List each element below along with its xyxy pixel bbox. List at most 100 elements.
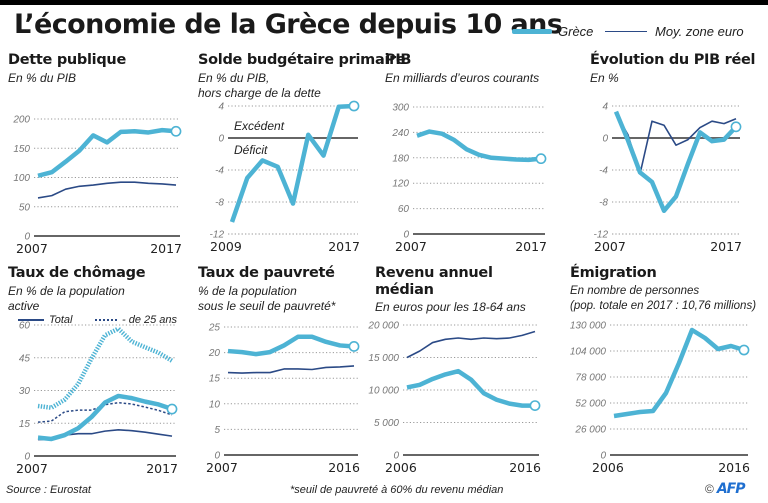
y-tick-label: 0 bbox=[600, 451, 606, 462]
y-tick-label: 78 000 bbox=[575, 373, 606, 384]
sublegend-under25: - de 25 ans bbox=[95, 314, 177, 326]
y-tick-label: 60 bbox=[398, 204, 410, 215]
chart-svg: 0 5 000 10 000 15 000 20 000 2006 2016 bbox=[367, 321, 541, 476]
chart-subtitle: En % bbox=[590, 71, 619, 85]
chart-title: Émigration bbox=[570, 265, 657, 281]
series-line-gr-ce bbox=[227, 334, 355, 357]
end-marker bbox=[529, 400, 541, 411]
chart-svg: 0 5 10 15 20 25 2007 2016 bbox=[206, 323, 360, 476]
x-tick-label: 2006 bbox=[385, 460, 417, 475]
y-tick-label: 104 000 bbox=[570, 347, 607, 358]
copyright-icon: © bbox=[705, 482, 714, 496]
series-line-moy-zone-euro bbox=[406, 330, 536, 359]
y-tick-label: 50 bbox=[19, 202, 31, 213]
end-marker bbox=[348, 100, 360, 112]
series-line-gr-ce bbox=[37, 127, 177, 178]
y-tick-label: 4 bbox=[218, 102, 224, 113]
chart-title: Taux de pauvreté bbox=[198, 265, 335, 281]
chart-title: Taux de chômage bbox=[8, 265, 146, 281]
chart-svg: 0 60 120 180 240 300 2007 2017 bbox=[391, 103, 547, 255]
end-marker bbox=[738, 344, 750, 356]
chart-solde-budgetaire: Solde budgétaire primaire En % du PIB, h… bbox=[198, 52, 406, 257]
x-tick-label: 2017 bbox=[150, 241, 182, 256]
series-line-moy-zone-euro bbox=[37, 181, 177, 199]
series-line-moy-zone-euro bbox=[615, 113, 737, 175]
series-line-gr-ce-de-25-ans bbox=[37, 326, 174, 410]
end-marker bbox=[348, 341, 360, 352]
legend-item-euro: Moy. zone euro bbox=[605, 24, 744, 39]
y-tick-label: -4 bbox=[215, 166, 224, 177]
chart-chomage: Taux de chômage En % de la population ac… bbox=[8, 265, 193, 480]
y-tick-label: 130 000 bbox=[570, 321, 607, 332]
series-line-gr-ce bbox=[613, 327, 745, 419]
end-marker bbox=[730, 121, 742, 133]
x-tick-label: 2009 bbox=[210, 239, 242, 254]
series-line-gr-ce bbox=[406, 368, 535, 408]
end-marker bbox=[535, 153, 547, 165]
chart-svg: 0 50 100 150 200 2007 2017 bbox=[12, 115, 182, 257]
y-tick-label: 15 bbox=[209, 374, 221, 385]
chart-subtitle: En milliards d’euros courants bbox=[385, 71, 540, 85]
end-marker bbox=[166, 403, 178, 415]
page-title: L’économie de la Grèce depuis 10 ans bbox=[14, 9, 563, 40]
afp-logo: AFP bbox=[716, 481, 746, 497]
legend-swatch-greece bbox=[512, 29, 552, 34]
annotation-excedent: Excédent bbox=[234, 119, 285, 133]
chart-subtitle: En % du PIB bbox=[8, 71, 77, 85]
y-tick-label: -12 bbox=[210, 230, 225, 241]
y-tick-label: -12 bbox=[594, 230, 609, 241]
sublegend-solid-swatch bbox=[18, 319, 44, 321]
x-tick-label: 2016 bbox=[718, 460, 750, 475]
y-tick-label: 0 bbox=[403, 230, 409, 241]
y-tick-label: 20 000 bbox=[367, 321, 399, 332]
y-tick-label: 45 bbox=[19, 353, 31, 364]
series-line-gr-ce-total bbox=[37, 393, 173, 442]
y-tick-label: 0 bbox=[393, 451, 399, 462]
y-tick-label: 15 000 bbox=[368, 353, 399, 364]
chart-subtitle: % de la population sous le seuil de pauv… bbox=[198, 284, 336, 313]
y-tick-label: 150 bbox=[13, 144, 30, 155]
y-tick-label: 240 bbox=[391, 128, 409, 139]
y-tick-label: 26 000 bbox=[574, 425, 606, 436]
y-tick-label: 10 bbox=[209, 399, 221, 410]
x-tick-label: 2007 bbox=[594, 239, 626, 254]
x-tick-label: 2017 bbox=[710, 239, 742, 254]
source-note: Source : Eurostat bbox=[6, 484, 91, 496]
chart-title: Évolution du PIB réel bbox=[590, 52, 756, 68]
afp-credit: © AFP bbox=[705, 481, 746, 497]
y-tick-label: 30 bbox=[19, 386, 31, 397]
y-tick-label: 25 bbox=[208, 323, 221, 334]
y-tick-label: -4 bbox=[599, 166, 608, 177]
legend-label-euro: Moy. zone euro bbox=[655, 24, 744, 39]
chart-emigration: Émigration En nombre de personnes (pop. … bbox=[570, 265, 768, 480]
y-tick-label: -8 bbox=[215, 198, 224, 209]
y-tick-label: 180 bbox=[392, 153, 409, 164]
chart-pauvrete: Taux de pauvreté % de la population sous… bbox=[198, 265, 378, 480]
y-tick-label: 0 bbox=[24, 232, 30, 243]
y-tick-label: 120 bbox=[392, 179, 409, 190]
chart-title: Dette publique bbox=[8, 52, 126, 68]
end-marker bbox=[170, 125, 182, 137]
series-line-moy-zone-euro-de-25-ans bbox=[37, 401, 173, 423]
x-tick-label: 2017 bbox=[146, 461, 178, 476]
legend-label-greece: Grèce bbox=[558, 24, 594, 39]
series-line-gr-ce bbox=[613, 110, 738, 214]
x-tick-label: 2007 bbox=[395, 239, 427, 254]
y-tick-label: 10 000 bbox=[368, 386, 399, 397]
y-tick-label: 200 bbox=[12, 115, 30, 126]
y-tick-label: 15 bbox=[19, 419, 31, 430]
sublegend-total-label: Total bbox=[49, 314, 73, 326]
footnote: *seuil de pauvreté à 60% du revenu média… bbox=[290, 484, 504, 496]
y-tick-label: 300 bbox=[392, 103, 409, 114]
chart-pib: PIB En milliards d’euros courants 0 60 120… bbox=[385, 52, 565, 257]
chart-title: Revenu annuel médian bbox=[375, 265, 493, 298]
series-line-moy-zone-euro bbox=[227, 365, 355, 374]
x-tick-label: 2017 bbox=[328, 239, 360, 254]
chart-subtitle: En euros pour les 18-64 ans bbox=[375, 300, 526, 314]
chart-title: PIB bbox=[385, 52, 412, 68]
sublegend-total: Total bbox=[18, 314, 72, 326]
x-tick-label: 2016 bbox=[328, 460, 360, 475]
y-tick-label: 100 bbox=[13, 173, 30, 184]
chart-dette-publique: Dette publique En % du PIB 0 50 100 150 200 2… bbox=[8, 52, 193, 257]
y-tick-label: 0 bbox=[602, 134, 608, 145]
